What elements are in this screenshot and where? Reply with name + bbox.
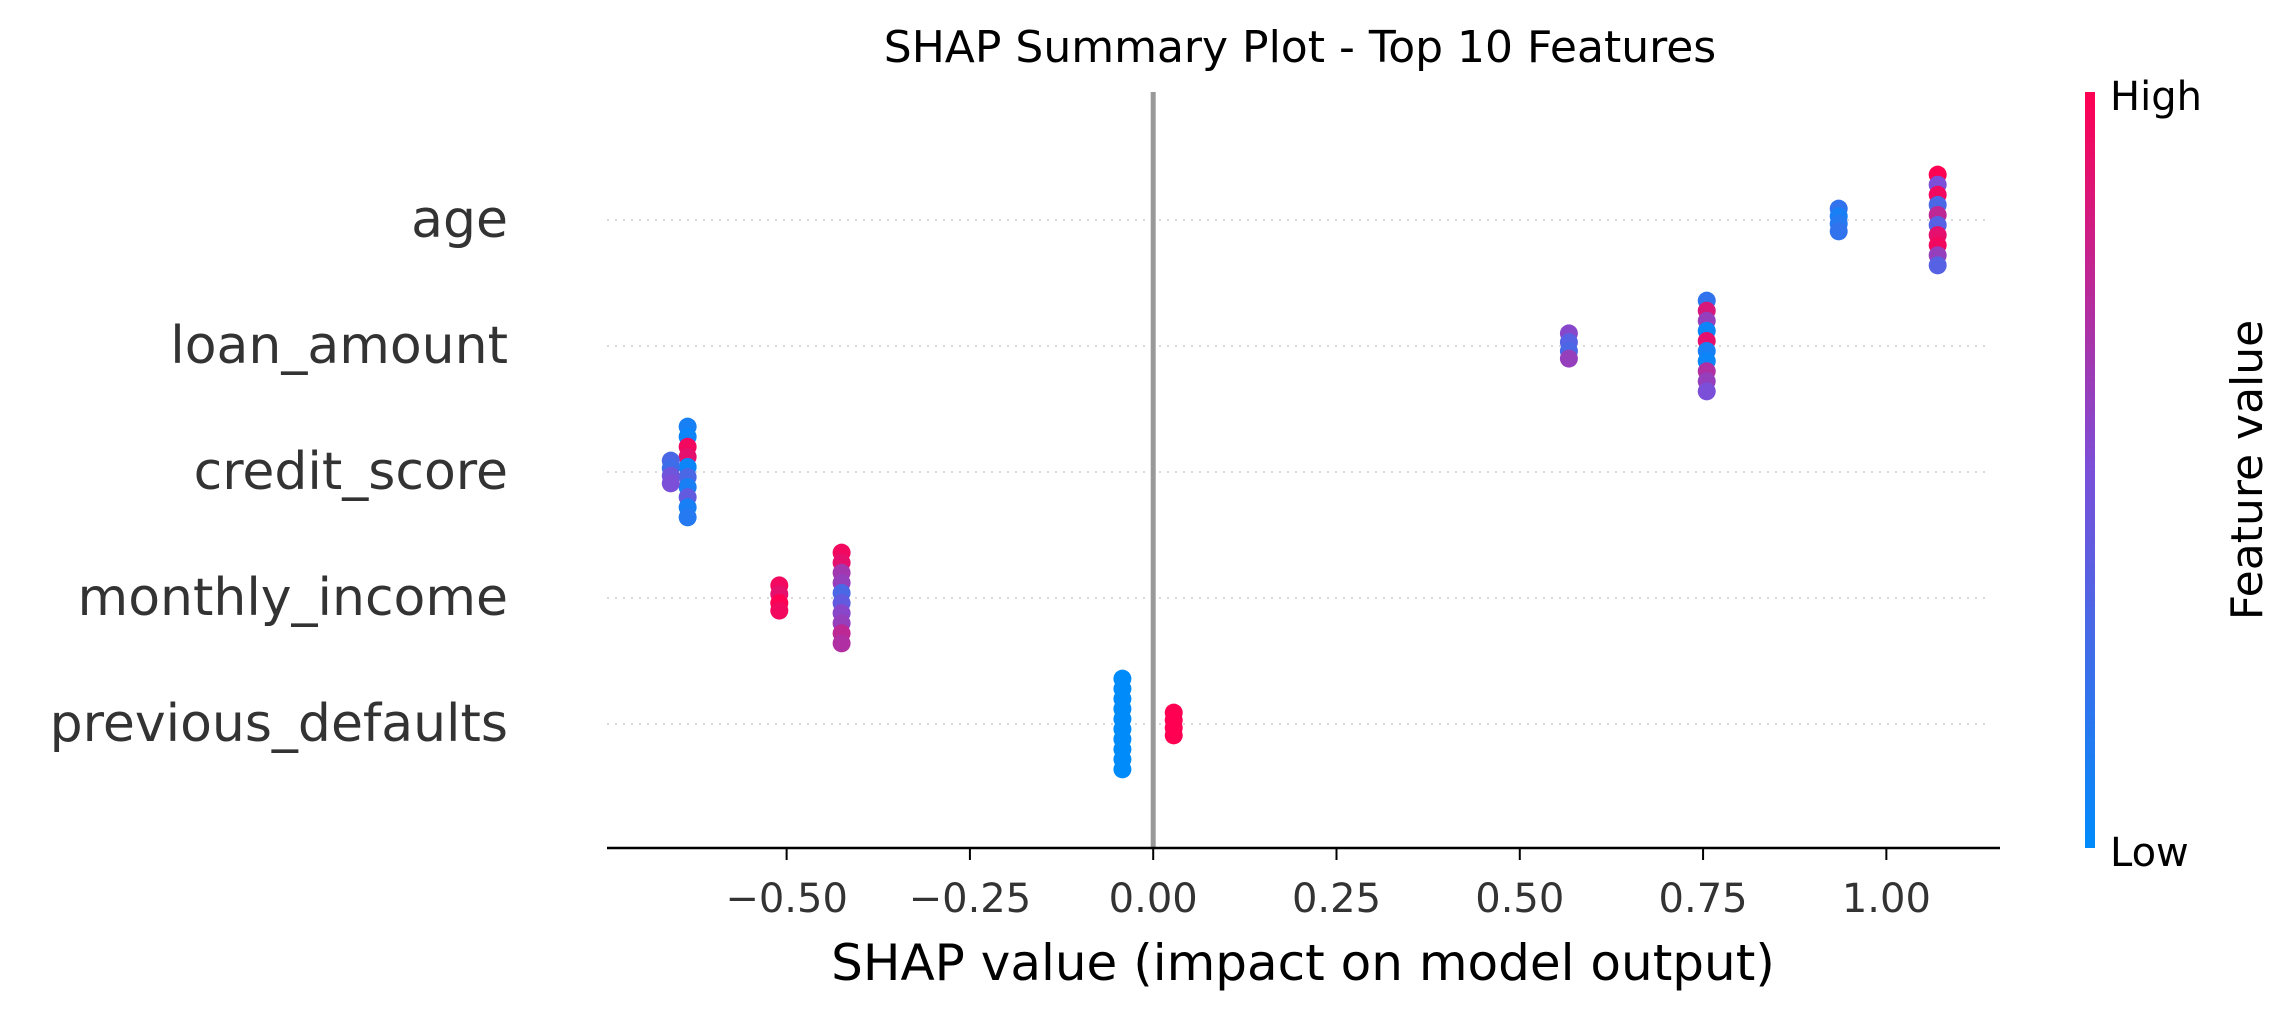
shap-point-credit_score-13: [661, 474, 680, 493]
x-tick-label: 1.00: [1842, 876, 1931, 922]
feature-label-previous_defaults: previous_defaults: [50, 694, 508, 754]
shap-point-age-13: [1928, 256, 1947, 275]
colorbar-low-label: Low: [2110, 830, 2189, 876]
shap-point-previous_defaults-9: [1113, 760, 1132, 779]
feature-grid-lines: [607, 219, 1990, 725]
shap-point-loan_amount-13: [1697, 382, 1716, 401]
shap-point-credit_score-9: [678, 508, 697, 527]
shap-point-loan_amount-3: [1559, 349, 1578, 368]
x-tick-label: 0.50: [1475, 876, 1564, 922]
feature-label-monthly_income: monthly_income: [78, 568, 508, 628]
x-tick-label: 0.00: [1109, 876, 1198, 922]
colorbar-title: Feature value: [2222, 320, 2273, 620]
x-tick-label: 0.25: [1292, 876, 1381, 922]
x-axis-ticks: −0.50 −0.25 0.00 0.25 0.50 0.75 1.00: [725, 848, 1931, 922]
feature-label-credit_score: credit_score: [194, 442, 508, 502]
x-tick-label: 0.75: [1659, 876, 1748, 922]
colorbar-high-label: High: [2110, 74, 2202, 120]
feature-labels: age loan_amount credit_score monthly_income…: [50, 190, 508, 754]
chart-title: SHAP Summary Plot - Top 10 Features: [884, 22, 1716, 73]
shap-point-previous_defaults-13: [1164, 726, 1183, 745]
shap-point-monthly_income-3: [770, 601, 789, 620]
shap-points: [661, 165, 1947, 779]
colorbar: [2085, 92, 2095, 848]
x-tick-label: −0.25: [909, 876, 1032, 922]
feature-label-loan_amount: loan_amount: [170, 316, 508, 376]
feature-label-age: age: [411, 190, 508, 250]
shap-point-monthly_income-13: [832, 634, 851, 653]
x-tick-label: −0.50: [725, 876, 848, 922]
x-axis-label: SHAP value (impact on model output): [831, 934, 1775, 992]
shap-point-age-3: [1829, 222, 1848, 241]
